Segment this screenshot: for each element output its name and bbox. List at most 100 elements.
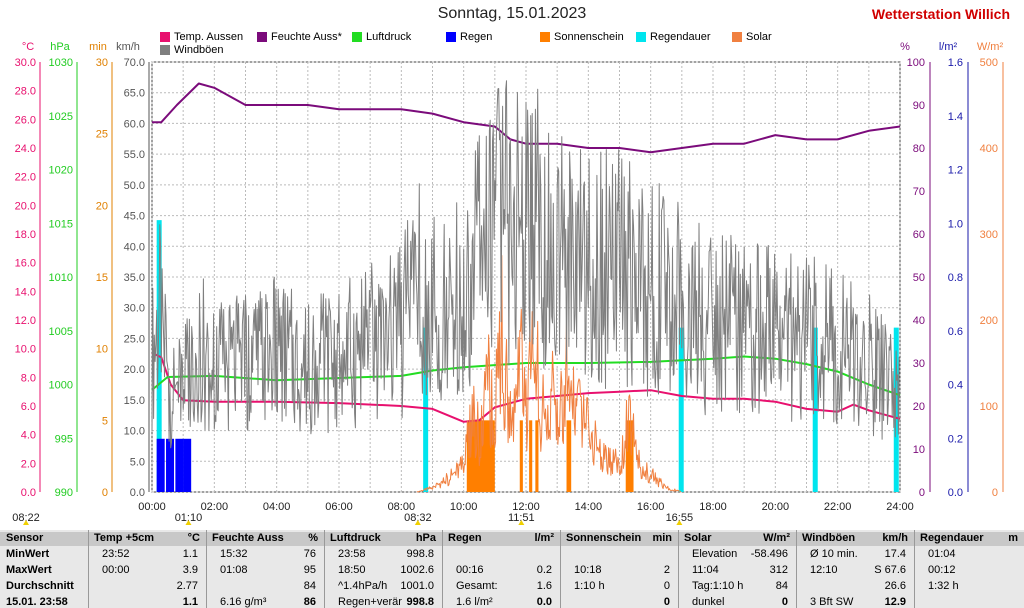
table-header-unit: W/m²	[763, 532, 790, 544]
axis-tick-label: 45.0	[124, 211, 145, 223]
table-column-sonne: Sonnenschein min 10:18 2 1:10 h 0 0	[560, 530, 678, 608]
legend-item: Regen	[446, 31, 492, 43]
axis-tick-label: 30	[96, 57, 108, 69]
legend-item: Feuchte Auss*	[257, 31, 342, 43]
series-line	[151, 80, 900, 449]
table-cell-value: 998.8	[406, 548, 434, 560]
marker-triangle	[414, 520, 421, 525]
series-line	[416, 255, 682, 493]
axis-tick-label: 0.4	[948, 380, 963, 392]
axis-tick-label: 35.0	[124, 272, 145, 284]
table-cell-time: 01:04	[928, 548, 956, 560]
table-cell-value: 1.6	[536, 580, 552, 592]
legend-swatch	[160, 32, 170, 42]
legend-swatch	[732, 32, 742, 42]
axis-tick-label: 1.4	[948, 111, 963, 123]
axis-tick-label: 0	[919, 487, 925, 499]
weather-chart: °C 30.0 28.0 26.0 24.0 22.0 20.0 18.0 16.0 14.0 12…	[12, 41, 1004, 525]
table-cell-value: 86	[303, 596, 316, 608]
table-cell-time: Elevation	[692, 548, 738, 560]
axis-tick-label: 24.0	[15, 143, 36, 155]
axis-tick-label: 1015	[49, 218, 73, 230]
axis-tick-label: 0.8	[948, 272, 963, 284]
table-cell-time: Ø 10 min.	[810, 548, 858, 560]
axis-tick-label: 15	[96, 272, 108, 284]
table-separator	[88, 530, 89, 608]
axis-tick-label: 100	[907, 57, 925, 69]
table-separator	[796, 530, 797, 608]
table-cell-value: 1.1	[182, 548, 198, 560]
axis-tick-label: 1000	[49, 380, 73, 392]
axis-tick-label: 16.0	[15, 258, 36, 270]
legend-label: Solar	[746, 31, 772, 43]
axis-tick-label: 990	[55, 487, 73, 499]
axis-tick-label: 60.0	[124, 118, 145, 130]
table-cell-time: 11:04	[692, 564, 719, 576]
table-cell-value: 3.9	[182, 564, 198, 576]
axis-tick-label: 10.0	[15, 344, 36, 356]
legend-swatch	[352, 32, 362, 42]
sunshine-bar	[535, 420, 539, 492]
axis-tick-label: 70	[913, 186, 925, 198]
station-name: Wetterstation Willich	[871, 6, 1010, 22]
x-tick-label: 02:00	[201, 501, 229, 513]
legend-swatch	[257, 32, 267, 42]
axis-tick-label: 1.2	[948, 165, 963, 177]
table-cell-value: 84	[775, 580, 788, 592]
table-row-label: 15.01. 23:58	[6, 596, 68, 608]
legend-label: Temp. Aussen	[174, 31, 244, 43]
axis-tick-label: 6.0	[21, 401, 36, 413]
table-cell-time: 01:08	[220, 564, 248, 576]
x-tick-label: 06:00	[325, 501, 353, 513]
axis-tick-label: 20	[913, 401, 925, 413]
legend-swatch	[636, 32, 646, 42]
axis-tick-label: 100	[980, 401, 998, 413]
axis-tick-label: 10.0	[124, 426, 145, 438]
table-header-unit: km/h	[882, 532, 908, 544]
table-cell-value: -58.496	[750, 548, 788, 560]
axis-tick-label: 1005	[49, 326, 73, 338]
x-tick-label: 20:00	[762, 501, 790, 513]
table-cell-value: 312	[769, 564, 788, 576]
x-tick-label: 08:00	[388, 501, 416, 513]
axis-tick-label: 30.0	[15, 57, 36, 69]
table-cell-time: Regen+verär	[338, 596, 402, 608]
x-tick-label: 00:00	[138, 501, 166, 513]
table-column-wind: Windböen km/h Ø 10 min. 17.4 12:10 S 67.6 26.6…	[796, 530, 914, 608]
table-cell-time: 00:00	[102, 564, 130, 576]
table-column-solar: Solar W/m² Elevation -58.496 11:04 312 Tag:1:1…	[678, 530, 796, 608]
axis-unit-label: %	[900, 41, 910, 53]
marker-triangle	[676, 520, 683, 525]
axis-tick-label: 20.0	[15, 200, 36, 212]
table-cell-value: 0	[663, 596, 670, 608]
axis-tick-label: 20	[96, 200, 108, 212]
axis-tick-label: 0.6	[948, 326, 963, 338]
axis-tick-label: 10	[96, 344, 108, 356]
time-marker-label: 01:10	[175, 512, 203, 524]
x-tick-label: 12:00	[512, 501, 540, 513]
time-marker-label: 16:55	[666, 512, 694, 524]
x-tick-label: 14:00	[575, 501, 603, 513]
table-cell-time: 23:52	[102, 548, 130, 560]
table-header-unit: %	[308, 532, 318, 544]
table-header-unit: min	[652, 532, 672, 544]
table-cell-time: 00:12	[928, 564, 956, 576]
axis-tick-label: 5.0	[130, 456, 145, 468]
table-cell-time: ^1.4hPa/h	[338, 580, 388, 592]
axis-tick-label: 300	[980, 229, 998, 241]
table-cell-value: 84	[303, 580, 316, 592]
axis-unit-label: hPa	[50, 41, 70, 53]
table-header: Windböen	[796, 532, 914, 546]
table-cell-value: 12.9	[884, 596, 906, 608]
rain-bar	[183, 438, 192, 492]
table-cell-time: 12:10	[810, 564, 838, 576]
x-tick-label: 18:00	[699, 501, 727, 513]
table-cell-time: Gesamt:	[456, 580, 498, 592]
axis-tick-label: 0	[102, 487, 108, 499]
legend-swatch	[446, 32, 456, 42]
table-cell-value: 1.1	[182, 596, 198, 608]
table-column-temp: Temp +5cm °C 23:52 1.1 00:00 3.9 2.77 1.1	[88, 530, 206, 608]
x-tick-label: 16:00	[637, 501, 665, 513]
axis-tick-label: 50	[913, 272, 925, 284]
axis-tick-label: 995	[55, 433, 73, 445]
